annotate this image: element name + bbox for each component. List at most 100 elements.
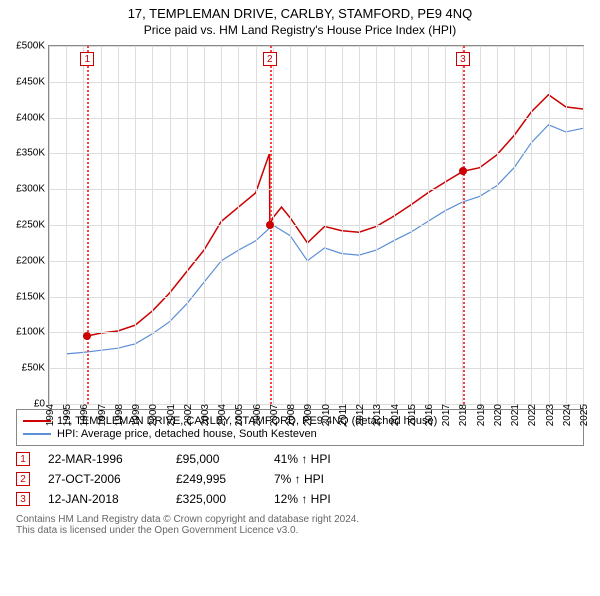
footer: Contains HM Land Registry data © Crown c… [16, 514, 584, 536]
x-axis-label: 1994 [45, 404, 56, 426]
gridline-v [566, 46, 567, 404]
price-chart: £0£50K£100K£150K£200K£250K£300K£350K£400… [48, 45, 584, 405]
event-num: 1 [16, 452, 30, 466]
gridline-v [480, 46, 481, 404]
event-price: £95,000 [176, 452, 256, 466]
y-axis-label: £250K [16, 220, 49, 231]
gridline-h [49, 368, 583, 369]
gridline-h [49, 297, 583, 298]
y-axis-label: £500K [16, 41, 49, 52]
x-axis-label: 2018 [458, 404, 469, 426]
gridline-v [376, 46, 377, 404]
marker-box: 2 [263, 52, 277, 66]
gridline-v [411, 46, 412, 404]
gridline-v [342, 46, 343, 404]
gridline-v [187, 46, 188, 404]
x-axis-label: 1997 [97, 404, 108, 426]
event-row: 1 22-MAR-1996 £95,000 41% ↑ HPI [16, 452, 584, 466]
gridline-v [307, 46, 308, 404]
footer-line1: Contains HM Land Registry data © Crown c… [16, 514, 584, 525]
gridline-h [49, 82, 583, 83]
event-date: 12-JAN-2018 [48, 492, 158, 506]
gridline-h [49, 261, 583, 262]
x-axis-label: 2022 [527, 404, 538, 426]
x-axis-label: 2006 [252, 404, 263, 426]
chart-subtitle: Price paid vs. HM Land Registry's House … [0, 23, 600, 37]
x-axis-label: 2021 [510, 404, 521, 426]
marker-vline [87, 46, 89, 404]
y-axis-label: £350K [16, 148, 49, 159]
y-axis-label: £400K [16, 112, 49, 123]
gridline-v [497, 46, 498, 404]
x-axis-label: 1998 [114, 404, 125, 426]
gridline-v [514, 46, 515, 404]
y-axis-label: £300K [16, 184, 49, 195]
x-axis-label: 2000 [148, 404, 159, 426]
x-axis-label: 2002 [183, 404, 194, 426]
x-axis-label: 2024 [562, 404, 573, 426]
event-num: 3 [16, 492, 30, 506]
gridline-v [101, 46, 102, 404]
legend-label: HPI: Average price, detached house, Sout… [57, 428, 317, 440]
gridline-h [49, 118, 583, 119]
gridline-v [325, 46, 326, 404]
gridline-h [49, 332, 583, 333]
x-axis-label: 2015 [407, 404, 418, 426]
gridline-h [49, 189, 583, 190]
gridline-v [49, 46, 50, 404]
gridline-v [445, 46, 446, 404]
gridline-h [49, 225, 583, 226]
marker-dot [83, 332, 91, 340]
event-pct: 7% ↑ HPI [274, 472, 324, 486]
event-price: £249,995 [176, 472, 256, 486]
event-num: 2 [16, 472, 30, 486]
gridline-v [152, 46, 153, 404]
x-axis-label: 2005 [234, 404, 245, 426]
chart-title: 17, TEMPLEMAN DRIVE, CARLBY, STAMFORD, P… [0, 6, 600, 21]
event-row: 2 27-OCT-2006 £249,995 7% ↑ HPI [16, 472, 584, 486]
x-axis-label: 2019 [476, 404, 487, 426]
marker-vline [463, 46, 465, 404]
event-pct: 41% ↑ HPI [274, 452, 331, 466]
y-axis-label: £100K [16, 327, 49, 338]
gridline-v [256, 46, 257, 404]
y-axis-label: £450K [16, 76, 49, 87]
marker-dot [459, 167, 467, 175]
x-axis-label: 2011 [338, 404, 349, 426]
gridline-v [290, 46, 291, 404]
marker-box: 3 [456, 52, 470, 66]
legend-swatch [23, 433, 51, 435]
x-axis-label: 2012 [355, 404, 366, 426]
event-date: 22-MAR-1996 [48, 452, 158, 466]
gridline-v [221, 46, 222, 404]
event-price: £325,000 [176, 492, 256, 506]
x-axis-label: 2016 [424, 404, 435, 426]
x-axis-label: 2017 [441, 404, 452, 426]
gridline-v [359, 46, 360, 404]
sale-events: 1 22-MAR-1996 £95,000 41% ↑ HPI 2 27-OCT-2006… [16, 452, 584, 506]
marker-dot [266, 221, 274, 229]
x-axis-label: 2004 [217, 404, 228, 426]
x-axis-label: 2013 [372, 404, 383, 426]
gridline-v [66, 46, 67, 404]
x-axis-label: 1995 [62, 404, 73, 426]
x-axis-label: 2007 [269, 404, 280, 426]
x-axis-label: 1999 [131, 404, 142, 426]
x-axis-label: 2009 [303, 404, 314, 426]
series-line-property [87, 95, 583, 336]
x-axis-label: 2008 [286, 404, 297, 426]
x-axis-label: 2003 [200, 404, 211, 426]
x-axis-label: 2001 [166, 404, 177, 426]
gridline-v [394, 46, 395, 404]
gridline-v [204, 46, 205, 404]
event-row: 3 12-JAN-2018 £325,000 12% ↑ HPI [16, 492, 584, 506]
x-axis-label: 1996 [79, 404, 90, 426]
event-pct: 12% ↑ HPI [274, 492, 331, 506]
x-axis-label: 2014 [390, 404, 401, 426]
gridline-v [428, 46, 429, 404]
gridline-v [238, 46, 239, 404]
y-axis-label: £50K [22, 363, 49, 374]
event-date: 27-OCT-2006 [48, 472, 158, 486]
y-axis-label: £200K [16, 255, 49, 266]
gridline-v [135, 46, 136, 404]
